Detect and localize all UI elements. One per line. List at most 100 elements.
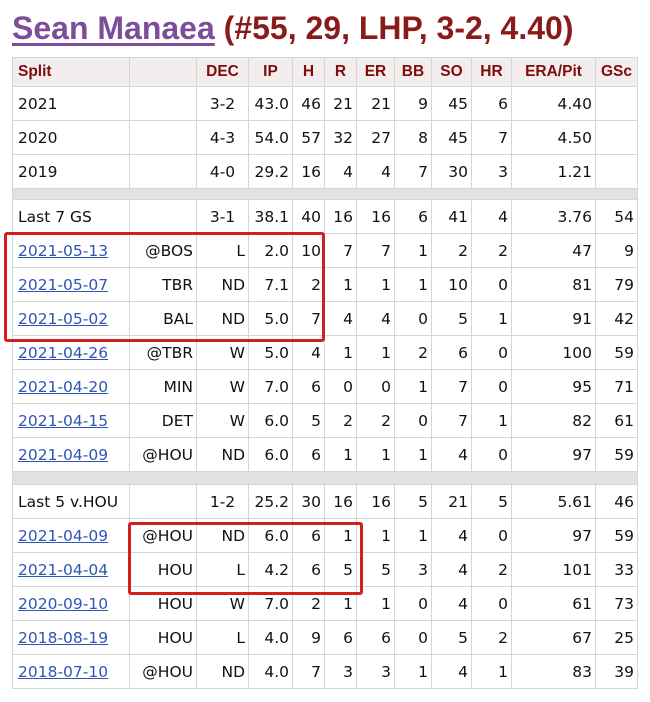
column-header-r[interactable]: R: [324, 57, 357, 87]
cell-dec: W: [196, 403, 249, 438]
cell-ip: 38.1: [248, 199, 293, 234]
cell-ip: 54.0: [248, 120, 293, 155]
cell-split: 2020: [12, 120, 130, 155]
cell-gsc: 71: [595, 369, 638, 404]
cell-hr: 0: [471, 518, 512, 553]
cell-er: 4: [356, 154, 395, 189]
cell-er: 27: [356, 120, 395, 155]
cell-so: 5: [431, 620, 472, 655]
game-date-link[interactable]: 2021-05-13: [18, 241, 109, 260]
cell-hr: 1: [471, 654, 512, 689]
cell-opp: HOU: [129, 586, 197, 621]
cell-era: 95: [511, 369, 596, 404]
game-date-link[interactable]: 2021-04-09: [18, 526, 109, 545]
game-date-link[interactable]: 2021-05-02: [18, 309, 109, 328]
game-date-link[interactable]: 2021-04-09: [18, 445, 109, 464]
cell-hr: 4: [471, 199, 512, 234]
cell-er: 4: [356, 301, 395, 336]
game-row: 2021-04-15 DET W 6.0 5 2 2 0 7 1 82 61: [12, 403, 638, 438]
cell-opp: BAL: [129, 301, 197, 336]
cell-bb: 3: [394, 552, 432, 587]
game-row: 2021-04-20 MIN W 7.0 6 0 0 1 7 0 95 71: [12, 369, 638, 404]
column-header-opponent[interactable]: [129, 57, 197, 87]
cell-er: 5: [356, 552, 395, 587]
cell-dec: ND: [196, 518, 249, 553]
cell-opp: [129, 484, 197, 519]
player-name-link[interactable]: Sean Manaea: [12, 10, 215, 46]
cell-opp: HOU: [129, 620, 197, 655]
cell-opp: @HOU: [129, 654, 197, 689]
game-row: 2021-04-26 @TBR W 5.0 4 1 1 2 6 0 100 59: [12, 335, 638, 370]
column-header-dec[interactable]: DEC: [196, 57, 249, 87]
column-header-gsc[interactable]: GSc: [595, 57, 638, 87]
cell-bb: 1: [394, 233, 432, 268]
cell-bb: 5: [394, 484, 432, 519]
game-date-link[interactable]: 2018-08-19: [18, 628, 109, 647]
cell-gsc: 54: [595, 199, 638, 234]
column-header-ip[interactable]: IP: [248, 57, 293, 87]
cell-er: 16: [356, 199, 395, 234]
cell-bb: 0: [394, 620, 432, 655]
cell-bb: 8: [394, 120, 432, 155]
cell-h: 7: [292, 301, 325, 336]
cell-er: 1: [356, 518, 395, 553]
cell-h: 6: [292, 552, 325, 587]
cell-ip: 29.2: [248, 154, 293, 189]
cell-hr: 3: [471, 154, 512, 189]
column-header-split[interactable]: Split: [12, 57, 130, 87]
cell-date: 2021-04-04: [12, 552, 130, 587]
cell-hr: 0: [471, 267, 512, 302]
column-header-so[interactable]: SO: [431, 57, 472, 87]
column-header-er[interactable]: ER: [356, 57, 395, 87]
cell-era: 47: [511, 233, 596, 268]
game-date-link[interactable]: 2021-04-04: [18, 560, 109, 579]
cell-gsc: 59: [595, 437, 638, 472]
cell-r: 5: [324, 552, 357, 587]
cell-r: 16: [324, 484, 357, 519]
game-log-table: Split DEC IP H R ER BB SO HR ERA/Pit GSc 2021 3-2 43…: [12, 57, 638, 689]
cell-h: 9: [292, 620, 325, 655]
game-date-link[interactable]: 2021-04-15: [18, 411, 109, 430]
cell-gsc: 46: [595, 484, 638, 519]
cell-date: 2021-05-07: [12, 267, 130, 302]
game-date-link[interactable]: 2021-04-26: [18, 343, 109, 362]
summary-row: Last 7 GS 3-1 38.1 40 16 16 6 41 4 3.76 54: [12, 199, 638, 234]
section-separator: [12, 188, 638, 200]
cell-dec: ND: [196, 267, 249, 302]
cell-gsc: 79: [595, 267, 638, 302]
cell-gsc: 61: [595, 403, 638, 438]
cell-dec: W: [196, 586, 249, 621]
game-date-link[interactable]: 2021-05-07: [18, 275, 109, 294]
game-date-link[interactable]: 2020-09-10: [18, 594, 109, 613]
column-header-era-pit[interactable]: ERA/Pit: [511, 57, 596, 87]
cell-hr: 0: [471, 437, 512, 472]
cell-bb: 2: [394, 335, 432, 370]
cell-era: 97: [511, 518, 596, 553]
cell-so: 4: [431, 586, 472, 621]
cell-ip: 4.0: [248, 654, 293, 689]
column-header-hr[interactable]: HR: [471, 57, 512, 87]
game-date-link[interactable]: 2018-07-10: [18, 662, 109, 681]
cell-bb: 1: [394, 654, 432, 689]
cell-dec: 4-3: [196, 120, 249, 155]
cell-era: 101: [511, 552, 596, 587]
cell-ip: 43.0: [248, 86, 293, 121]
cell-gsc: [595, 86, 638, 121]
game-date-link[interactable]: 2021-04-20: [18, 377, 109, 396]
cell-h: 2: [292, 267, 325, 302]
cell-ip: 5.0: [248, 301, 293, 336]
cell-dec: L: [196, 552, 249, 587]
cell-hr: 5: [471, 484, 512, 519]
cell-dec: 4-0: [196, 154, 249, 189]
column-header-bb[interactable]: BB: [394, 57, 432, 87]
cell-bb: 9: [394, 86, 432, 121]
cell-ip: 25.2: [248, 484, 293, 519]
game-row: 2021-05-07 TBR ND 7.1 2 1 1 1 10 0 81 79: [12, 267, 638, 302]
summary-row: 2021 3-2 43.0 46 21 21 9 45 6 4.40: [12, 86, 638, 121]
cell-h: 5: [292, 403, 325, 438]
cell-gsc: [595, 154, 638, 189]
cell-opp: MIN: [129, 369, 197, 404]
cell-hr: 0: [471, 369, 512, 404]
cell-h: 6: [292, 369, 325, 404]
column-header-h[interactable]: H: [292, 57, 325, 87]
